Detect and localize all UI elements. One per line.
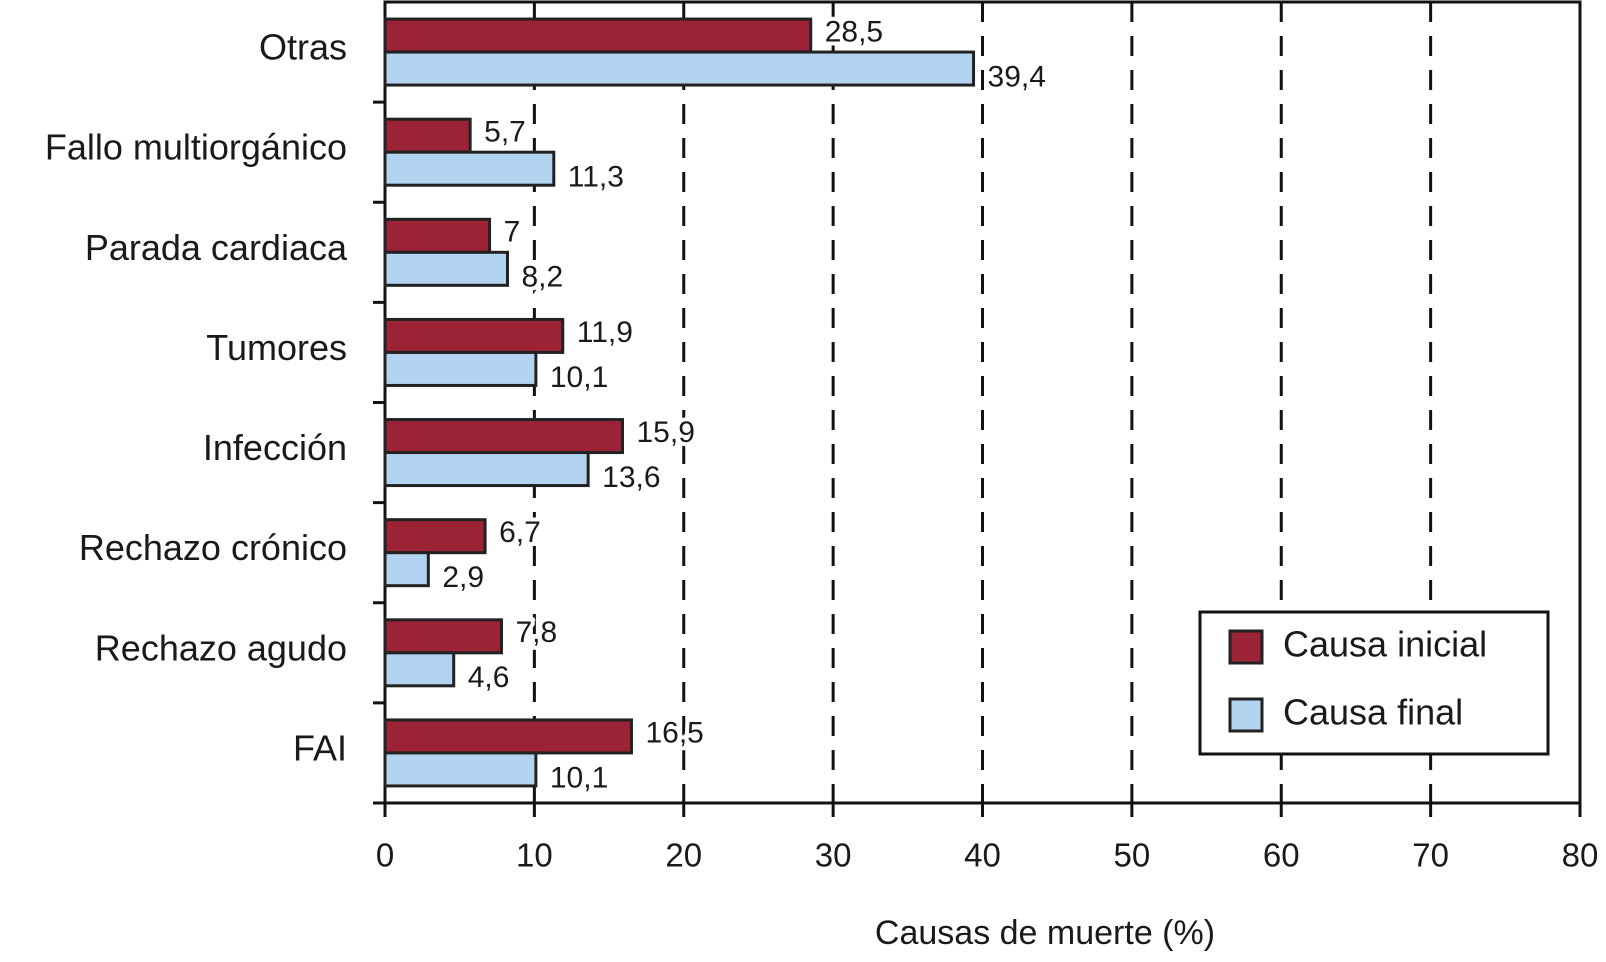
bar [383, 117, 472, 154]
y-tick-label: Otras [259, 27, 347, 68]
value-label: 39,4 [988, 60, 1046, 93]
value-label: 16,5 [645, 716, 703, 749]
x-tick-label: 40 [964, 837, 1001, 874]
value-label: 11,9 [577, 316, 633, 349]
bar [383, 451, 590, 488]
y-tick-label: Rechazo crónico [79, 527, 347, 568]
value-label: 4,6 [468, 661, 510, 694]
x-tick-label: 30 [815, 837, 852, 874]
x-axis-title: Causas de muerte (%) [875, 914, 1215, 952]
x-tick-label: 50 [1114, 837, 1151, 874]
value-label: 10,1 [550, 761, 608, 794]
bar [383, 718, 633, 755]
x-tick-label: 10 [516, 837, 553, 874]
value-label: 8,2 [521, 261, 563, 294]
bar [383, 418, 625, 455]
bar [383, 751, 538, 788]
bar [383, 17, 813, 54]
bar [383, 618, 504, 655]
value-label: 15,9 [637, 416, 695, 449]
value-label: 11,3 [568, 161, 624, 194]
value-label: 5,7 [484, 116, 526, 149]
x-tick-label: 0 [376, 837, 394, 874]
x-tick-label: 70 [1412, 837, 1449, 874]
x-tick-label: 60 [1263, 837, 1300, 874]
bar [383, 518, 487, 555]
x-tick-label: 80 [1562, 837, 1599, 874]
legend-swatch [1228, 697, 1264, 733]
y-tick-label: Parada cardiaca [85, 227, 348, 268]
y-tick-label: Rechazo agudo [95, 627, 347, 668]
x-tick-label: 20 [665, 837, 702, 874]
legend-label: Causa final [1283, 692, 1463, 733]
bar [383, 217, 492, 254]
bar [383, 50, 976, 87]
legend-swatch [1228, 629, 1264, 665]
bar [383, 350, 538, 387]
bar [383, 150, 556, 187]
value-label: 6,7 [499, 516, 541, 549]
value-label: 2,9 [442, 561, 484, 594]
value-label: 7,8 [516, 616, 558, 649]
bar [383, 317, 565, 354]
y-tick-label: Infección [203, 427, 347, 468]
y-tick-label: FAI [293, 727, 347, 768]
value-label: 7 [504, 216, 521, 249]
value-label: 10,1 [550, 361, 608, 394]
value-label: 13,6 [602, 461, 660, 494]
bar [383, 551, 430, 588]
legend-label: Causa inicial [1283, 624, 1487, 665]
bar [383, 250, 509, 287]
bar [383, 651, 456, 688]
y-tick-label: Tumores [206, 327, 347, 368]
y-tick-label: Fallo multiorgánico [45, 127, 347, 168]
value-label: 28,5 [825, 15, 883, 48]
